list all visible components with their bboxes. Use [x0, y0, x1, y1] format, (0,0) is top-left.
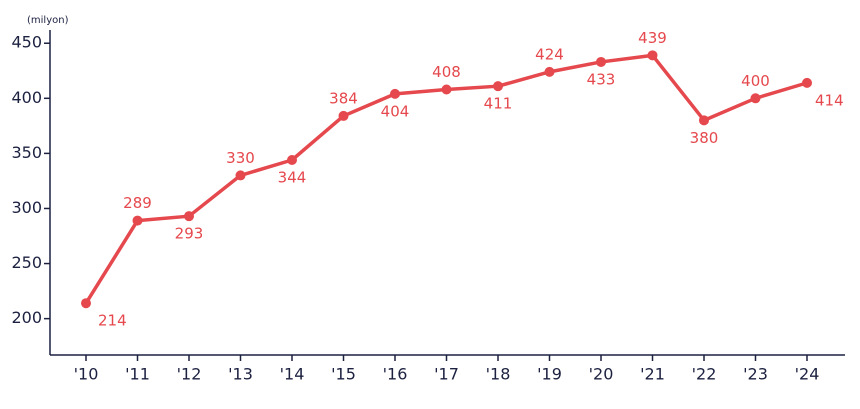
- x-tick-label: '24: [795, 365, 820, 384]
- y-tick-label: 350: [11, 143, 42, 162]
- point: [81, 298, 91, 309]
- y-axis-label: (milyon): [27, 15, 69, 26]
- x-tick-label: '10: [74, 365, 99, 384]
- x-tick-label: '17: [434, 365, 459, 384]
- x-tick-label: '16: [383, 365, 408, 384]
- data-label: 214: [98, 312, 127, 330]
- x-tick-label: '22: [692, 365, 717, 384]
- data-label: 384: [329, 89, 358, 107]
- x-tick-label: '13: [228, 365, 253, 384]
- y-tick-label: 300: [11, 198, 42, 217]
- data-label: 330: [226, 149, 255, 167]
- x-tick-label: '19: [537, 365, 562, 384]
- data-label: 404: [381, 102, 410, 120]
- data-label: 400: [741, 72, 770, 90]
- x-tick-label: '23: [743, 365, 768, 384]
- y-tick-label: 400: [11, 88, 42, 107]
- point: [235, 170, 246, 181]
- data-label: 289: [123, 194, 152, 212]
- x-tick-label: '15: [331, 365, 356, 384]
- point: [802, 77, 812, 88]
- data-label: 433: [587, 70, 616, 88]
- data-label: 414: [815, 91, 844, 109]
- point: [287, 155, 297, 165]
- x-tick-label: '20: [589, 365, 614, 384]
- data-label: 293: [175, 225, 204, 243]
- data-label: 411: [484, 95, 513, 113]
- point: [596, 56, 606, 67]
- point: [493, 81, 503, 92]
- point: [184, 211, 194, 222]
- data-label: 344: [278, 169, 307, 187]
- point: [132, 215, 143, 226]
- x-tick-label: '21: [640, 365, 665, 384]
- point: [647, 50, 658, 61]
- x-tick-label: '14: [280, 365, 305, 384]
- y-tick-label: 200: [11, 308, 42, 327]
- x-tick-label: '12: [177, 365, 202, 384]
- data-label: 439: [638, 29, 667, 47]
- data-label: 408: [432, 63, 461, 81]
- x-tick-label: '11: [125, 365, 150, 384]
- point: [338, 110, 349, 121]
- point: [390, 88, 400, 99]
- point: [441, 84, 452, 95]
- data-label: 424: [535, 45, 564, 63]
- point: [750, 93, 761, 104]
- y-tick-label: 250: [11, 253, 42, 272]
- point: [544, 66, 555, 77]
- point: [699, 115, 709, 126]
- y-tick-label: 450: [11, 33, 42, 52]
- data-label: 380: [690, 129, 719, 147]
- x-tick-label: '18: [486, 365, 511, 384]
